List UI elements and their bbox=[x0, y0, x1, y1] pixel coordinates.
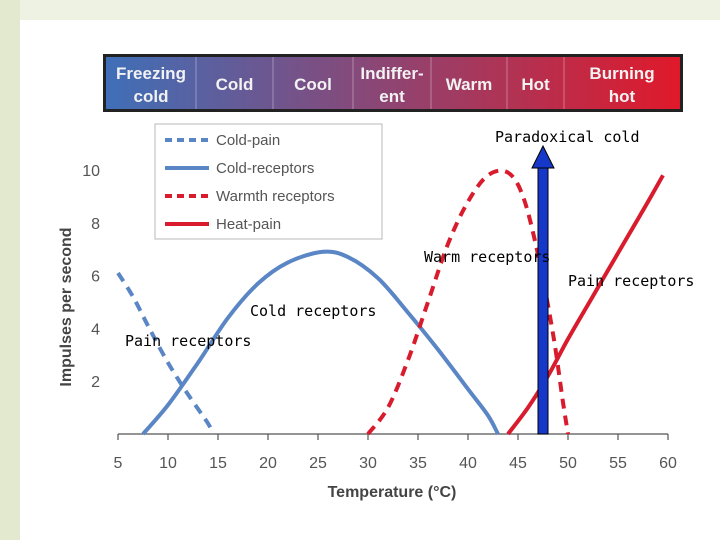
x-tick-label: 5 bbox=[114, 455, 123, 472]
legend-label: Heat-pain bbox=[216, 216, 281, 233]
x-tick-label: 30 bbox=[359, 455, 377, 472]
legend: Cold-pain Cold-receptors Warmth receptors H… bbox=[154, 123, 383, 240]
annotation-warm-receptors: Warm receptors bbox=[424, 248, 550, 266]
arrow-shaft bbox=[537, 164, 549, 435]
x-tick-label: 60 bbox=[659, 455, 677, 472]
x-tick-label: 40 bbox=[459, 455, 477, 472]
band-label-line1: Indiffer- bbox=[360, 64, 423, 83]
x-tick-label: 10 bbox=[159, 455, 177, 472]
band-label-line2: cold bbox=[134, 87, 169, 106]
series-line-cold-receptors bbox=[141, 249, 500, 436]
series-line-cold-pain bbox=[116, 271, 215, 435]
slide-left-margin bbox=[0, 0, 20, 540]
x-tick-label: 20 bbox=[259, 455, 277, 472]
legend-box bbox=[154, 123, 383, 240]
band-label-line1: Freezing bbox=[116, 64, 186, 83]
legend-label: Cold-pain bbox=[216, 132, 280, 149]
band-label-line1: Burning bbox=[589, 64, 654, 83]
series-line-warmth-receptors bbox=[366, 168, 570, 436]
x-tick-label: 50 bbox=[559, 455, 577, 472]
y-tick-labels: 2 4 6 8 10 bbox=[82, 163, 100, 391]
y-tick-label: 6 bbox=[91, 269, 100, 286]
y-tick-label: 10 bbox=[82, 163, 100, 180]
x-tick-label: 35 bbox=[409, 455, 427, 472]
band-label-line2: hot bbox=[609, 87, 636, 106]
arrow-head bbox=[531, 144, 555, 169]
y-tick-label: 2 bbox=[91, 374, 100, 391]
annotation-pain-receptors-right: Pain receptors bbox=[568, 272, 694, 290]
temperature-band: Freezing cold Cold Cool Indiffer-ent Warm Hot B… bbox=[103, 54, 683, 112]
x-axis-label: Temperature (°C) bbox=[328, 484, 457, 501]
series-line-heat-pain bbox=[506, 174, 665, 436]
y-tick-label: 4 bbox=[91, 321, 100, 338]
annotation-cold-receptors: Cold receptors bbox=[250, 302, 376, 320]
band-label-line2: ent bbox=[379, 87, 405, 106]
paradoxical-cold-arrow bbox=[531, 144, 555, 435]
band-label-line1: Cold bbox=[216, 75, 254, 94]
legend-label: Warmth receptors bbox=[216, 188, 335, 205]
x-tick-label: 45 bbox=[509, 455, 527, 472]
x-tick-label: 15 bbox=[209, 455, 227, 472]
band-label-line1: Cool bbox=[294, 75, 332, 94]
band-label-line1: Warm bbox=[446, 75, 493, 94]
x-tick-label: 25 bbox=[309, 455, 327, 472]
legend-label: Cold-receptors bbox=[216, 160, 314, 177]
x-tick-labels: 5 10 15 20 25 30 35 40 45 50 55 60 bbox=[114, 434, 677, 472]
annotation-pain-receptors-left: Pain receptors bbox=[125, 332, 251, 350]
x-tick-label: 55 bbox=[609, 455, 627, 472]
y-axis-label: Impulses per second bbox=[58, 227, 75, 386]
series-layer bbox=[116, 168, 665, 436]
band-label-line1: Hot bbox=[521, 75, 550, 94]
y-tick-label: 8 bbox=[91, 216, 100, 233]
annotation-paradoxical-cold: Paradoxical cold bbox=[495, 128, 640, 146]
temperature-band-gradient bbox=[106, 57, 680, 109]
